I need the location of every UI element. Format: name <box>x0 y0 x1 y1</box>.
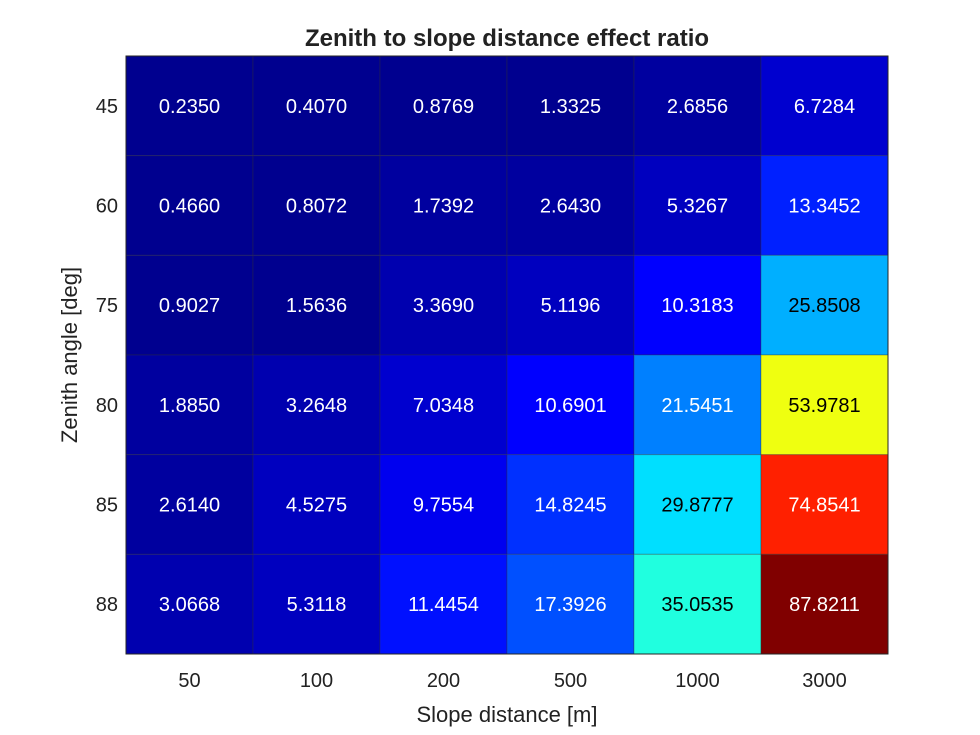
cell-value-label: 1.7392 <box>413 196 474 218</box>
heatmap-cell <box>125 254 254 356</box>
cell-value-label: 10.3183 <box>661 295 733 317</box>
heatmap-cells: 0.2350 0.4070 0.8769 1.3325 2.6856 6.7284 0.46… <box>125 55 889 655</box>
heatmap-cell <box>125 454 254 555</box>
y-tick-label: 88 <box>96 594 118 616</box>
y-axis-label: Zenith angle [deg] <box>57 267 82 443</box>
cell-value-label: 0.2350 <box>159 96 220 118</box>
x-axis-label: Slope distance [m] <box>417 702 598 727</box>
heatmap-cell <box>252 354 381 456</box>
heatmap-cell <box>633 454 762 555</box>
cell-value-label: 21.5451 <box>661 395 733 417</box>
cell-value-label: 2.6140 <box>159 495 220 517</box>
cell-value-label: 0.8072 <box>286 196 347 218</box>
cell-value-label: 7.0348 <box>413 395 474 417</box>
cell-value-label: 10.6901 <box>534 395 606 417</box>
y-tick-label: 60 <box>96 196 118 218</box>
heatmap-cell <box>506 354 635 456</box>
y-tick-label: 85 <box>96 495 118 517</box>
heatmap-cell <box>125 354 254 456</box>
cell-value-label: 2.6856 <box>667 96 728 118</box>
heatmap-cell <box>760 254 889 356</box>
heatmap-cell <box>506 254 635 356</box>
cell-value-label: 13.3452 <box>788 196 860 218</box>
cell-value-label: 6.7284 <box>794 96 855 118</box>
cell-value-label: 2.6430 <box>540 196 601 218</box>
heatmap-cell <box>760 155 889 256</box>
heatmap-cell <box>633 254 762 356</box>
plot-frame <box>125 55 889 655</box>
y-tick-label: 80 <box>96 395 118 417</box>
heatmap-cell <box>125 55 254 157</box>
cell-value-label: 0.8769 <box>413 96 474 118</box>
cell-value-label: 1.8850 <box>159 395 220 417</box>
heatmap-cell <box>125 553 254 655</box>
cell-value-label: 3.2648 <box>286 395 347 417</box>
cell-value-label: 17.3926 <box>534 594 606 616</box>
cell-value-label: 3.3690 <box>413 295 474 317</box>
heatmap-cell <box>506 155 635 256</box>
cell-value-label: 87.8211 <box>789 594 860 616</box>
axis-ticks: 50 100 200 500 1000 3000 45 60 75 80 85 88 <box>96 96 847 692</box>
x-tick-label: 200 <box>427 670 460 692</box>
y-tick-label: 45 <box>96 96 118 118</box>
cell-value-label: 35.0535 <box>661 594 733 616</box>
cell-value-label: 4.5275 <box>286 495 347 517</box>
heatmap-cell <box>379 354 508 456</box>
cell-value-label: 14.8245 <box>534 495 606 517</box>
cell-value-label: 5.3267 <box>667 196 728 218</box>
heatmap-cell <box>379 254 508 356</box>
cell-value-label: 1.5636 <box>286 295 347 317</box>
cell-value-label: 74.8541 <box>788 495 860 517</box>
heatmap-cell <box>633 354 762 456</box>
x-tick-label: 1000 <box>675 670 720 692</box>
heatmap-cell <box>252 55 381 157</box>
heatmap-cell <box>506 454 635 555</box>
x-tick-label: 100 <box>300 670 333 692</box>
cell-value-label: 5.3118 <box>287 594 347 616</box>
chart-title: Zenith to slope distance effect ratio <box>305 25 709 52</box>
heatmap-cell <box>252 155 381 256</box>
cell-value-label: 5.1196 <box>541 295 601 317</box>
x-tick-label: 50 <box>178 670 200 692</box>
cell-value-label: 53.9781 <box>788 395 860 417</box>
cell-value-label: 1.3325 <box>540 96 601 118</box>
cell-value-label: 3.0668 <box>159 594 220 616</box>
x-tick-label: 3000 <box>802 670 847 692</box>
cell-value-label: 29.8777 <box>661 495 733 517</box>
cell-value-label: 11.4454 <box>408 594 479 616</box>
heatmap-cell <box>633 55 762 157</box>
cell-value-label: 25.8508 <box>788 295 860 317</box>
cell-value-label: 9.7554 <box>413 495 474 517</box>
cell-value-label: 0.4660 <box>159 196 220 218</box>
cell-value-label: 0.4070 <box>286 96 347 118</box>
heatmap-cell <box>760 55 889 157</box>
heatmap-cell <box>760 553 889 655</box>
heatmap-cell <box>252 254 381 356</box>
cell-value-label: 0.9027 <box>159 295 220 317</box>
y-tick-label: 75 <box>96 295 118 317</box>
heatmap-cell <box>506 55 635 157</box>
x-tick-label: 500 <box>554 670 587 692</box>
heatmap-cell <box>633 553 762 655</box>
heatmap-cell <box>379 454 508 555</box>
